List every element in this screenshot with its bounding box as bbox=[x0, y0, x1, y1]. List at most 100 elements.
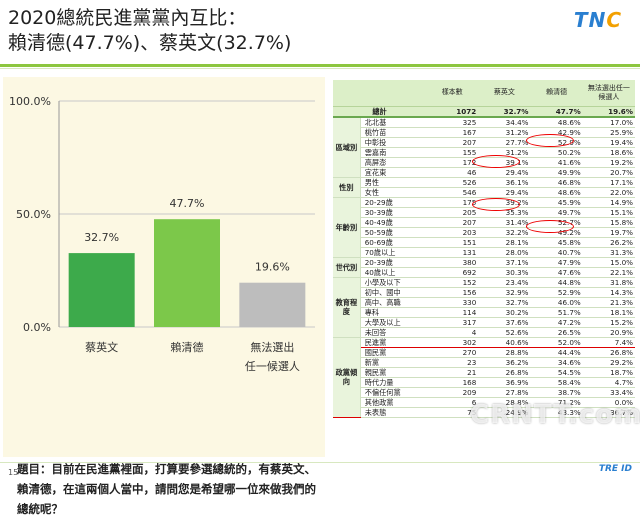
total-tsai: 32.7% bbox=[478, 106, 531, 118]
table-row: 未回答 4 52.6% 26.5% 20.9% bbox=[333, 327, 635, 338]
row-label: 新黨 bbox=[360, 357, 427, 368]
cell-value: 114 bbox=[426, 307, 479, 318]
cell-value: 19.2% bbox=[582, 157, 635, 168]
cell-value: 17.1% bbox=[582, 177, 635, 188]
total-n: 1072 bbox=[426, 106, 479, 118]
row-label: 北北基 bbox=[360, 116, 427, 128]
cell-value: 25.9% bbox=[582, 127, 635, 138]
cell-value: 47.2% bbox=[530, 317, 583, 328]
x-tick-label: 蔡英文 bbox=[85, 340, 118, 354]
row-label: 宜花東 bbox=[360, 167, 427, 178]
cell-value: 48.6% bbox=[530, 116, 583, 128]
table-row: 國民黨 270 28.8% 44.4% 26.8% bbox=[333, 347, 635, 358]
x-tick-label-line: 蔡英文 bbox=[85, 340, 118, 354]
data-label: 47.7% bbox=[170, 197, 205, 210]
cell-value: 172 bbox=[426, 157, 479, 168]
highlight-circle-gaopingpeng bbox=[472, 155, 520, 168]
header-tsai: 蔡英文 bbox=[478, 80, 531, 107]
title-line-2: 賴清德(47.7%)、蔡英文(32.7%) bbox=[8, 32, 292, 54]
row-label: 未回答 bbox=[360, 327, 427, 338]
bar bbox=[239, 282, 306, 327]
cell-value: 0.0% bbox=[582, 397, 635, 408]
cell-value: 37.6% bbox=[478, 317, 531, 328]
cell-value: 380 bbox=[426, 257, 479, 268]
row-label: 親民黨 bbox=[360, 367, 427, 378]
cell-value: 14.3% bbox=[582, 287, 635, 298]
cell-value: 52.0% bbox=[530, 336, 583, 348]
cell-value: 156 bbox=[426, 287, 479, 298]
cell-value: 209 bbox=[426, 387, 479, 398]
cell-value: 28.0% bbox=[478, 247, 531, 258]
row-label: 小學及以下 bbox=[360, 277, 427, 288]
logo-text: TN bbox=[573, 8, 607, 32]
cell-value: 24.9% bbox=[478, 407, 531, 418]
footer-logo: TRE ID bbox=[598, 464, 632, 474]
cell-value: 35.3% bbox=[478, 207, 531, 218]
row-label: 40-49歲 bbox=[360, 217, 427, 228]
row-label: 未表態 bbox=[360, 407, 427, 418]
chart-panel: 0.0% 50.0% 100.0% 32.7% 蔡英文 47.7% 賴清德 19.6% 無法選出… bbox=[3, 77, 325, 516]
table-row: 宜花東 46 29.4% 49.9% 20.7% bbox=[333, 167, 635, 178]
header-sample: 樣本數 bbox=[426, 80, 479, 107]
cell-value: 167 bbox=[426, 127, 479, 138]
footer-divider bbox=[0, 462, 640, 463]
table-row: 親民黨 21 26.8% 54.5% 18.7% bbox=[333, 367, 635, 378]
table-row: 女性 546 29.4% 48.6% 22.0% bbox=[333, 187, 635, 198]
cell-value: 58.4% bbox=[530, 377, 583, 388]
table-row: 40歲以上 692 30.3% 47.6% 22.1% bbox=[333, 267, 635, 278]
cell-value: 31.2% bbox=[478, 127, 531, 138]
cell-value: 40.7% bbox=[530, 247, 583, 258]
cell-value: 46.0% bbox=[530, 297, 583, 308]
cell-value: 526 bbox=[426, 177, 479, 188]
table-row: 60-69歲 151 28.1% 45.8% 26.2% bbox=[333, 237, 635, 248]
cell-value: 40.6% bbox=[478, 336, 531, 348]
header-blank bbox=[333, 80, 427, 107]
row-label: 男性 bbox=[360, 177, 427, 188]
table-row: 新黨 23 36.2% 34.6% 29.2% bbox=[333, 357, 635, 368]
row-label: 國民黨 bbox=[360, 347, 427, 358]
row-label: 其他政黨 bbox=[360, 397, 427, 408]
cell-value: 4.7% bbox=[582, 377, 635, 388]
row-label: 20-39歲 bbox=[360, 257, 427, 268]
crosstab-table: 樣本數 蔡英文 賴清德 無法選出任一候選人 總計 1072 32.7% 47.7… bbox=[333, 80, 635, 418]
table-row: 性別 男性 526 36.1% 46.8% 17.1% bbox=[333, 177, 635, 198]
row-label: 30-39歲 bbox=[360, 207, 427, 218]
cell-value: 14.9% bbox=[582, 197, 635, 208]
cell-value: 21 bbox=[426, 367, 479, 378]
cell-value: 168 bbox=[426, 377, 479, 388]
cell-value: 51.7% bbox=[530, 307, 583, 318]
bar bbox=[68, 253, 135, 327]
group-label: 年齡別 bbox=[333, 197, 361, 258]
cell-value: 31.3% bbox=[582, 247, 635, 258]
y-tick-label: 100.0% bbox=[9, 95, 51, 108]
row-label: 大學及以上 bbox=[360, 317, 427, 328]
table-row: 雲嘉南 155 31.2% 50.2% 18.6% bbox=[333, 147, 635, 158]
cell-value: 205 bbox=[426, 207, 479, 218]
table-row: 時代力量 168 36.9% 58.4% 4.7% bbox=[333, 377, 635, 388]
group-label: 世代別 bbox=[333, 257, 361, 278]
cell-value: 18.7% bbox=[582, 367, 635, 378]
cell-value: 22.0% bbox=[582, 187, 635, 198]
cell-value: 17.0% bbox=[582, 116, 635, 128]
cell-value: 131 bbox=[426, 247, 479, 258]
x-tick-label-line: 任一候選人 bbox=[245, 359, 300, 373]
table-row: 其他政黨 6 28.8% 71.2% 0.0% bbox=[333, 397, 635, 408]
table-row: 教育程度 小學及以下 152 23.4% 44.8% 31.8% bbox=[333, 277, 635, 338]
highlight-circle-20-29 bbox=[472, 198, 520, 211]
cell-value: 48.6% bbox=[530, 187, 583, 198]
cell-value: 546 bbox=[426, 187, 479, 198]
cell-value: 20.7% bbox=[582, 167, 635, 178]
cell-value: 175 bbox=[426, 197, 479, 208]
cell-value: 330 bbox=[426, 297, 479, 308]
row-label: 60-69歲 bbox=[360, 237, 427, 248]
cell-value: 46 bbox=[426, 167, 479, 178]
table-row: 大學及以上 317 37.6% 47.2% 15.2% bbox=[333, 317, 635, 328]
cell-value: 317 bbox=[426, 317, 479, 328]
table-row: 專科 114 30.2% 51.7% 18.1% bbox=[333, 307, 635, 318]
bar bbox=[154, 219, 220, 327]
cell-value: 26.5% bbox=[530, 327, 583, 338]
header-divider bbox=[0, 64, 640, 67]
cell-value: 27.8% bbox=[478, 387, 531, 398]
cell-value: 19.7% bbox=[582, 227, 635, 238]
header-divider-thin bbox=[0, 68, 640, 69]
